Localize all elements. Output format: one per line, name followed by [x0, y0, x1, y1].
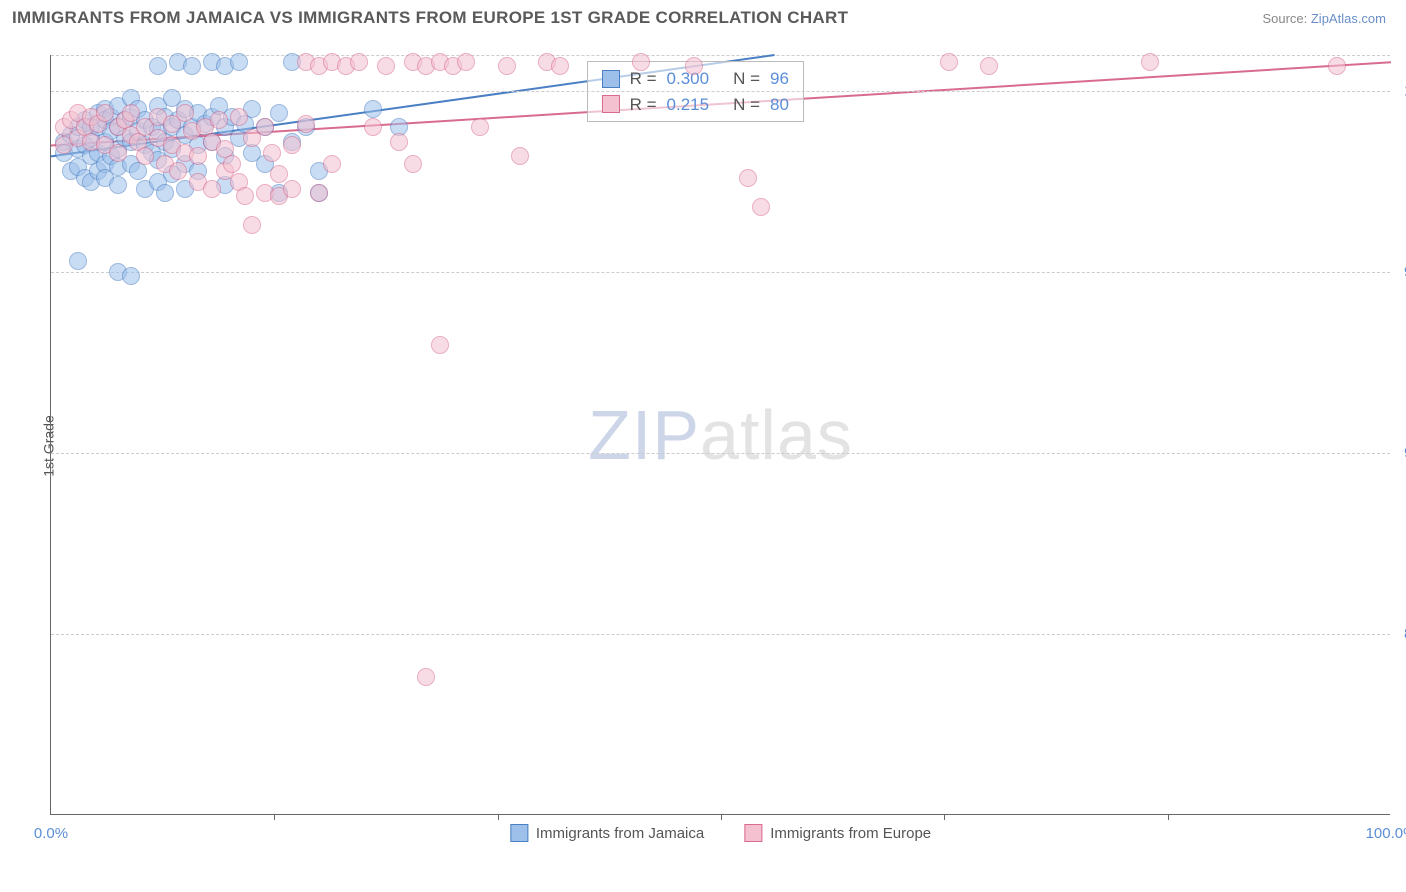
scatter-point-europe: [980, 57, 998, 75]
scatter-point-europe: [310, 184, 328, 202]
legend-swatch-europe: [744, 824, 762, 842]
scatter-point-jamaica: [109, 176, 127, 194]
stats-n-label: N =: [733, 92, 760, 118]
legend-label: Immigrants from Jamaica: [536, 825, 704, 842]
scatter-point-europe: [752, 198, 770, 216]
scatter-point-europe: [297, 115, 315, 133]
scatter-point-europe: [109, 144, 127, 162]
source-link[interactable]: ZipAtlas.com: [1311, 11, 1386, 26]
x-tick: [498, 814, 499, 820]
stats-r-value: 0.215: [667, 92, 710, 118]
scatter-point-europe: [323, 155, 341, 173]
scatter-point-jamaica: [156, 184, 174, 202]
grid-line-h: [51, 634, 1390, 635]
y-tick-label: 95.0%: [1394, 264, 1406, 281]
stats-row-europe: R = 0.215 N = 80: [602, 92, 789, 118]
scatter-point-europe: [739, 169, 757, 187]
legend-item-europe: Immigrants from Europe: [744, 824, 931, 842]
regression-lines: [51, 55, 1390, 814]
scatter-point-europe: [940, 53, 958, 71]
stats-r-label: R =: [630, 92, 657, 118]
stats-n-value: 96: [770, 66, 789, 92]
scatter-point-europe: [270, 165, 288, 183]
scatter-point-europe: [498, 57, 516, 75]
x-tick-label: 0.0%: [34, 825, 68, 842]
scatter-point-jamaica: [364, 100, 382, 118]
grid-line-h: [51, 453, 1390, 454]
scatter-point-europe: [122, 104, 140, 122]
scatter-point-europe: [176, 104, 194, 122]
scatter-point-europe: [169, 162, 187, 180]
scatter-point-europe: [203, 180, 221, 198]
x-tick: [274, 814, 275, 820]
scatter-point-europe: [417, 668, 435, 686]
scatter-point-europe: [364, 118, 382, 136]
scatter-point-europe: [511, 147, 529, 165]
scatter-point-europe: [471, 118, 489, 136]
scatter-point-europe: [189, 147, 207, 165]
scatter-point-europe: [256, 118, 274, 136]
scatter-point-jamaica: [183, 57, 201, 75]
scatter-point-jamaica: [230, 53, 248, 71]
y-tick-label: 90.0%: [1394, 445, 1406, 462]
scatter-point-europe: [632, 53, 650, 71]
stats-n-label: N =: [733, 66, 760, 92]
grid-line-h: [51, 272, 1390, 273]
scatter-point-jamaica: [149, 57, 167, 75]
y-tick-label: 100.0%: [1394, 83, 1406, 100]
legend-bottom: Immigrants from Jamaica Immigrants from E…: [510, 824, 931, 842]
x-tick: [1168, 814, 1169, 820]
legend-item-jamaica: Immigrants from Jamaica: [510, 824, 704, 842]
scatter-point-europe: [283, 136, 301, 154]
scatter-point-europe: [390, 133, 408, 151]
scatter-point-europe: [1141, 53, 1159, 71]
x-tick: [944, 814, 945, 820]
stats-swatch-europe: [602, 95, 620, 113]
scatter-point-europe: [1328, 57, 1346, 75]
scatter-point-europe: [551, 57, 569, 75]
legend-swatch-jamaica: [510, 824, 528, 842]
scatter-point-europe: [243, 216, 261, 234]
scatter-point-europe: [431, 336, 449, 354]
x-tick: [721, 814, 722, 820]
scatter-point-jamaica: [122, 267, 140, 285]
scatter-point-europe: [223, 155, 241, 173]
stats-n-value: 80: [770, 92, 789, 118]
legend-label: Immigrants from Europe: [770, 825, 931, 842]
chart-plot-area: ZIPatlas R = 0.300N = 96R = 0.215N = 80 …: [50, 55, 1390, 815]
scatter-point-europe: [136, 147, 154, 165]
scatter-point-europe: [230, 108, 248, 126]
scatter-point-europe: [236, 187, 254, 205]
scatter-point-jamaica: [69, 252, 87, 270]
scatter-point-jamaica: [270, 104, 288, 122]
stats-swatch-jamaica: [602, 70, 620, 88]
scatter-point-europe: [377, 57, 395, 75]
y-tick-label: 85.0%: [1394, 626, 1406, 643]
scatter-point-europe: [210, 111, 228, 129]
x-tick-label: 100.0%: [1366, 825, 1406, 842]
grid-line-h: [51, 91, 1390, 92]
source-attribution: Source: ZipAtlas.com: [1262, 11, 1386, 26]
scatter-point-europe: [457, 53, 475, 71]
scatter-point-europe: [263, 144, 281, 162]
chart-title: IMMIGRANTS FROM JAMAICA VS IMMIGRANTS FR…: [12, 8, 848, 28]
scatter-point-europe: [350, 53, 368, 71]
scatter-point-europe: [404, 155, 422, 173]
scatter-point-europe: [685, 57, 703, 75]
scatter-point-europe: [96, 104, 114, 122]
scatter-point-europe: [283, 180, 301, 198]
